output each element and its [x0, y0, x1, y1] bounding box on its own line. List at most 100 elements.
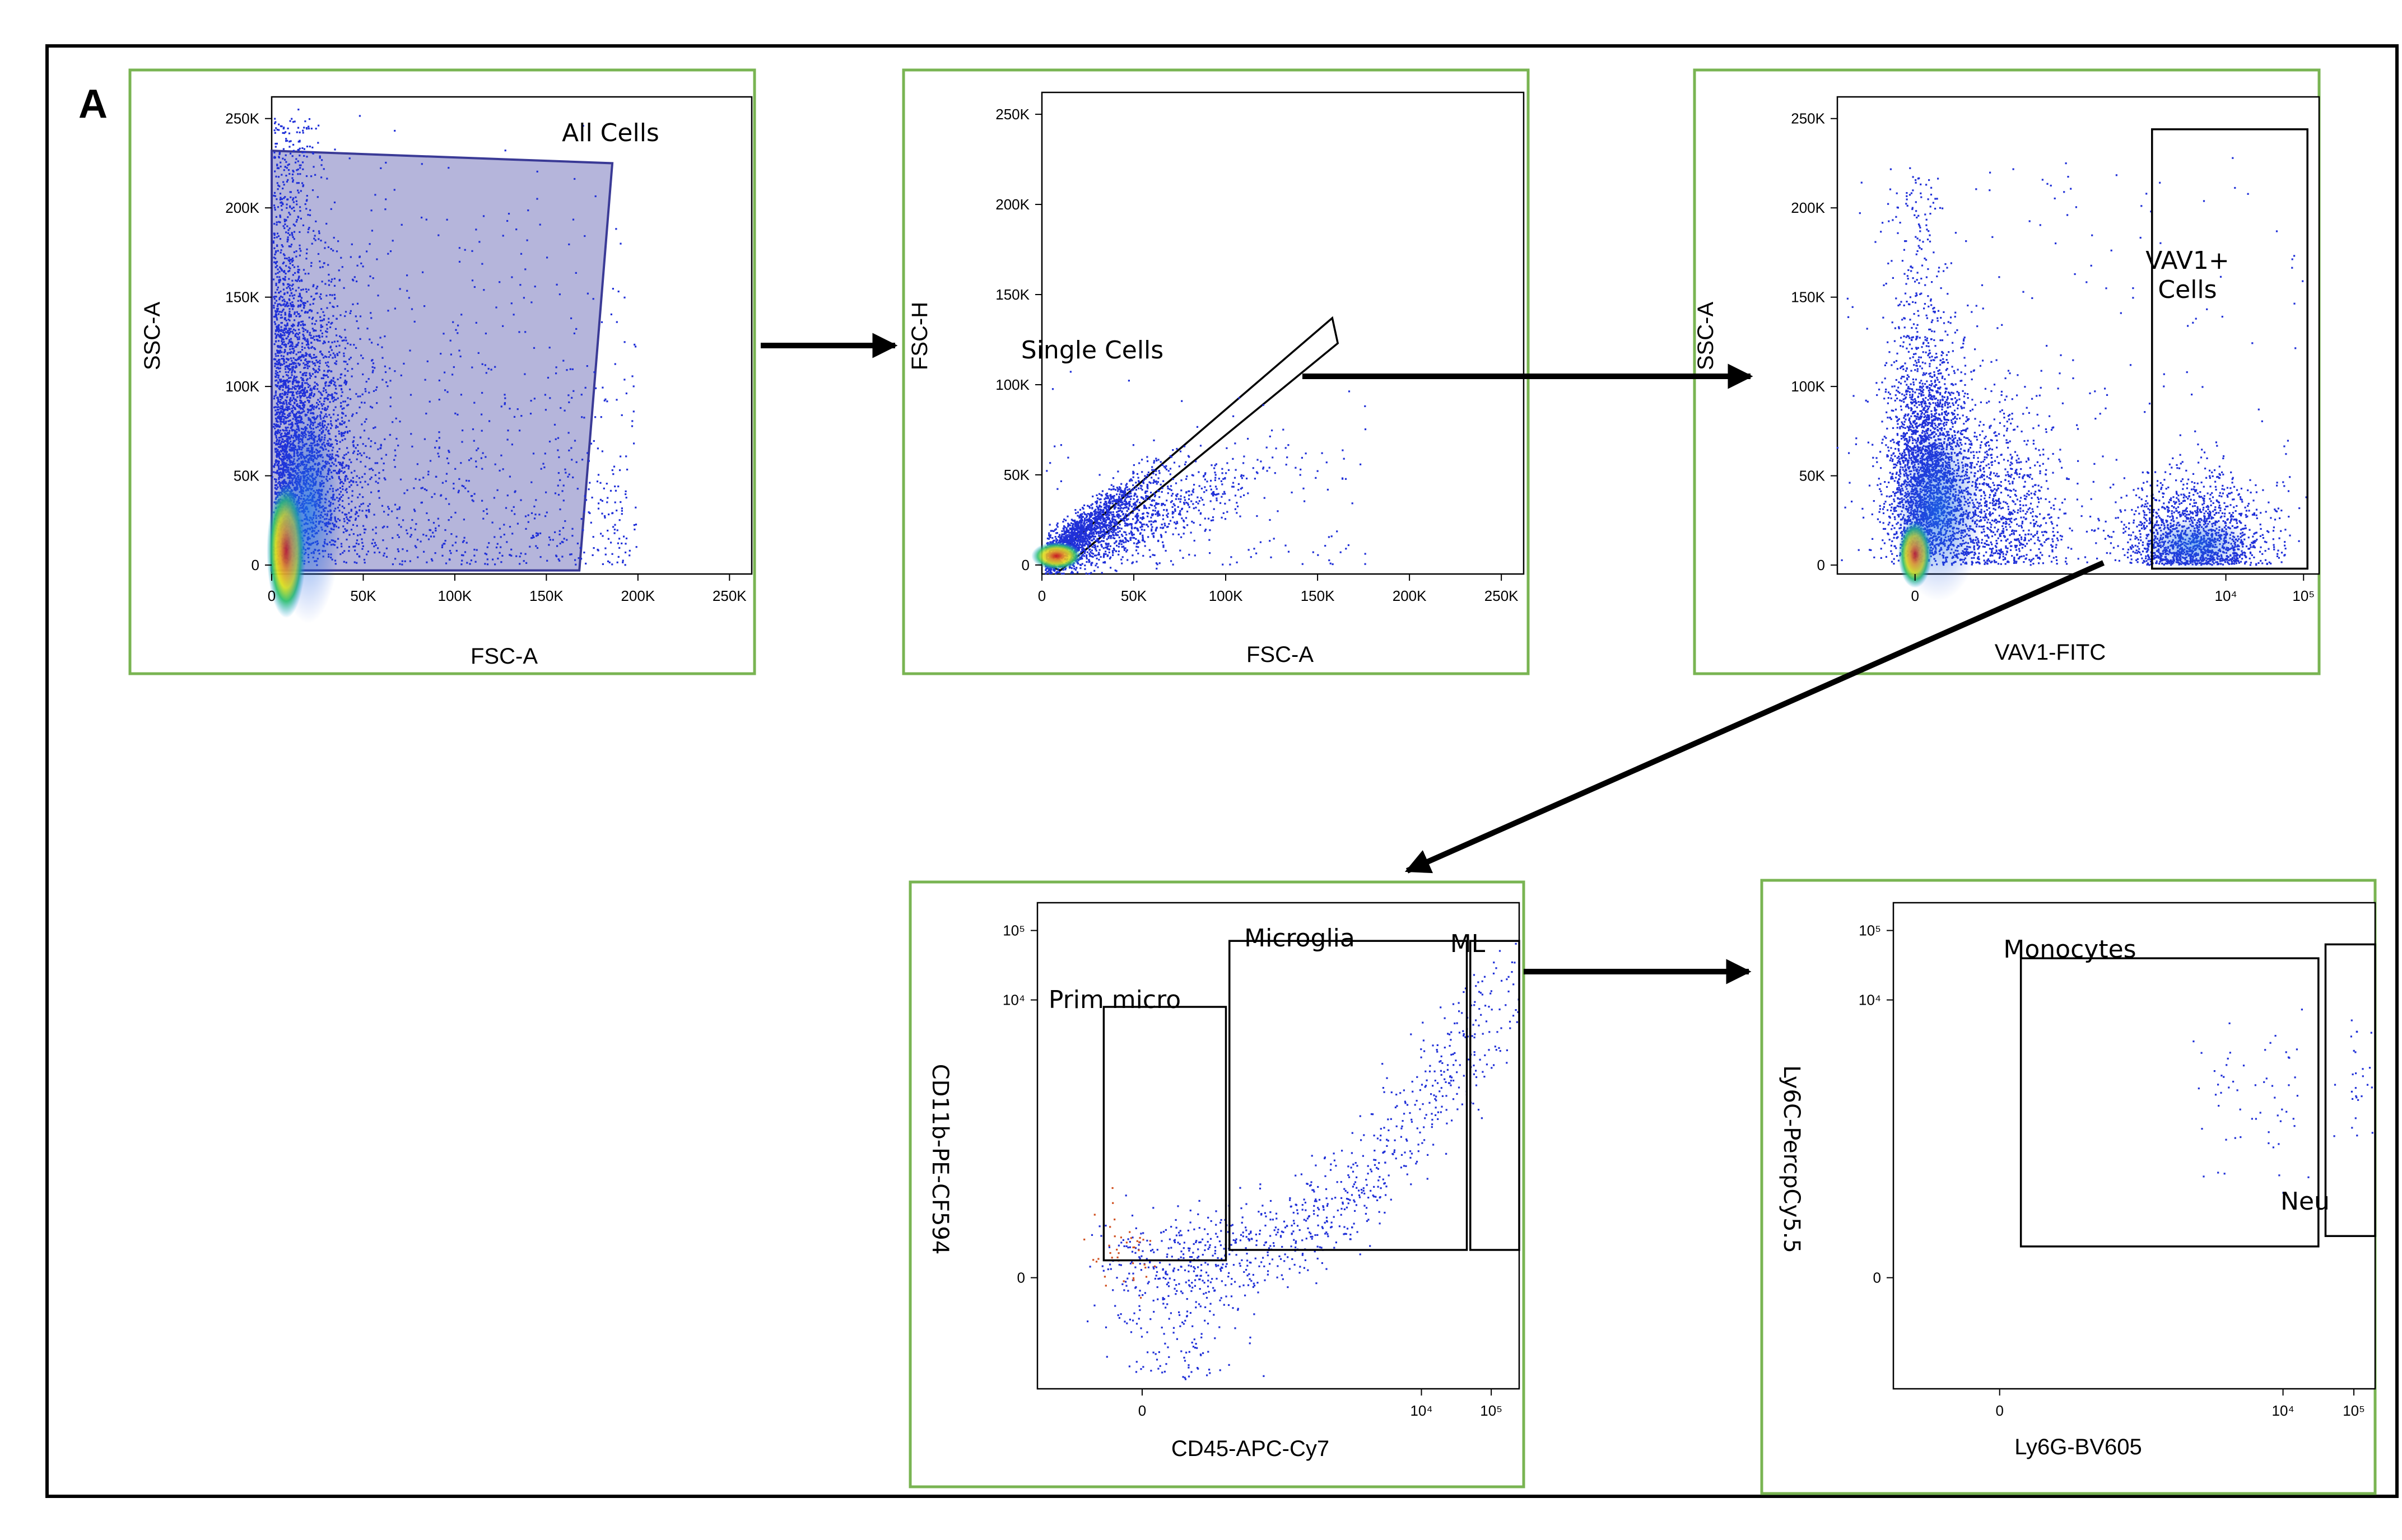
event-dot — [297, 271, 299, 273]
event-dot — [1074, 509, 1077, 511]
event-dot — [520, 253, 523, 255]
event-dot — [295, 346, 297, 348]
event-dot — [394, 503, 397, 506]
event-dot — [313, 393, 315, 395]
event-dot — [581, 459, 584, 461]
event-dot — [283, 351, 286, 353]
event-dot — [302, 328, 305, 330]
event-dot — [406, 533, 408, 535]
event-dot — [316, 361, 319, 363]
event-dot — [1110, 524, 1112, 526]
event-dot — [509, 554, 511, 556]
event-dot — [350, 529, 353, 531]
event-dot — [286, 358, 288, 360]
event-dot — [346, 447, 348, 449]
event-dot — [623, 379, 626, 381]
event-dot — [299, 305, 301, 307]
event-dot — [614, 524, 616, 526]
event-dot — [275, 423, 277, 426]
event-dot — [292, 386, 294, 388]
event-dot — [299, 147, 301, 150]
event-dot — [288, 312, 291, 315]
event-dot — [427, 519, 430, 521]
event-dot — [354, 506, 356, 508]
event-dot — [383, 525, 385, 528]
event-dot — [594, 195, 597, 198]
event-dot — [277, 268, 279, 270]
event-dot — [295, 290, 297, 292]
event-dot — [481, 263, 483, 265]
event-dot — [347, 397, 349, 399]
event-dot — [278, 152, 281, 154]
event-dot — [276, 309, 278, 311]
event-dot — [274, 365, 276, 367]
event-dot — [1085, 514, 1087, 516]
event-dot — [278, 385, 281, 388]
event-dot — [272, 426, 274, 428]
event-dot — [274, 484, 277, 486]
event-dot — [299, 295, 301, 297]
event-dot — [310, 295, 313, 298]
event-dot — [1059, 536, 1061, 538]
event-dot — [409, 527, 412, 529]
event-dot — [284, 311, 286, 314]
event-dot — [335, 388, 337, 390]
event-dot — [359, 452, 361, 455]
event-dot — [366, 456, 368, 458]
event-dot — [295, 333, 297, 335]
event-dot — [287, 387, 290, 389]
event-dot — [370, 405, 372, 408]
event-dot — [332, 352, 334, 354]
event-dot — [509, 526, 511, 528]
event-dot — [323, 357, 325, 359]
event-dot — [635, 506, 637, 508]
event-dot — [295, 221, 297, 223]
event-dot — [277, 400, 280, 402]
event-dot — [499, 469, 501, 472]
figure-label: A — [78, 82, 108, 127]
event-dot — [394, 466, 396, 468]
event-dot — [454, 412, 457, 414]
event-dot — [292, 328, 295, 331]
event-dot — [492, 558, 494, 561]
event-dot — [1126, 510, 1128, 512]
event-dot — [558, 293, 561, 296]
event-dot — [282, 308, 285, 311]
event-dot — [318, 390, 320, 393]
event-dot — [293, 305, 295, 307]
event-dot — [608, 561, 611, 563]
event-dot — [450, 516, 453, 519]
event-dot — [276, 288, 278, 291]
event-dot — [449, 558, 451, 561]
event-dot — [291, 305, 294, 307]
event-dot — [446, 458, 448, 460]
event-dot — [273, 204, 276, 207]
event-dot — [291, 362, 294, 364]
event-dot — [297, 362, 300, 365]
event-dot — [283, 420, 285, 422]
event-dot — [601, 450, 603, 452]
event-dot — [273, 298, 276, 300]
event-dot — [485, 553, 488, 556]
event-dot — [288, 332, 291, 334]
event-dot — [1096, 527, 1098, 529]
event-dot — [289, 120, 291, 122]
event-dot — [455, 535, 458, 538]
event-dot — [292, 368, 294, 371]
event-dot — [295, 344, 297, 346]
event-dot — [609, 489, 612, 492]
event-dot — [589, 512, 591, 514]
event-dot — [527, 521, 529, 523]
event-dot — [364, 421, 366, 423]
event-dot — [1105, 507, 1107, 510]
event-dot — [305, 363, 308, 366]
event-dot — [370, 445, 372, 447]
event-dot — [501, 554, 504, 557]
event-dot — [342, 525, 345, 528]
event-dot — [420, 487, 422, 489]
event-dot — [279, 278, 281, 281]
event-dot — [313, 284, 315, 286]
event-dot — [343, 454, 346, 456]
event-dot — [365, 515, 367, 517]
event-dot — [279, 349, 282, 352]
